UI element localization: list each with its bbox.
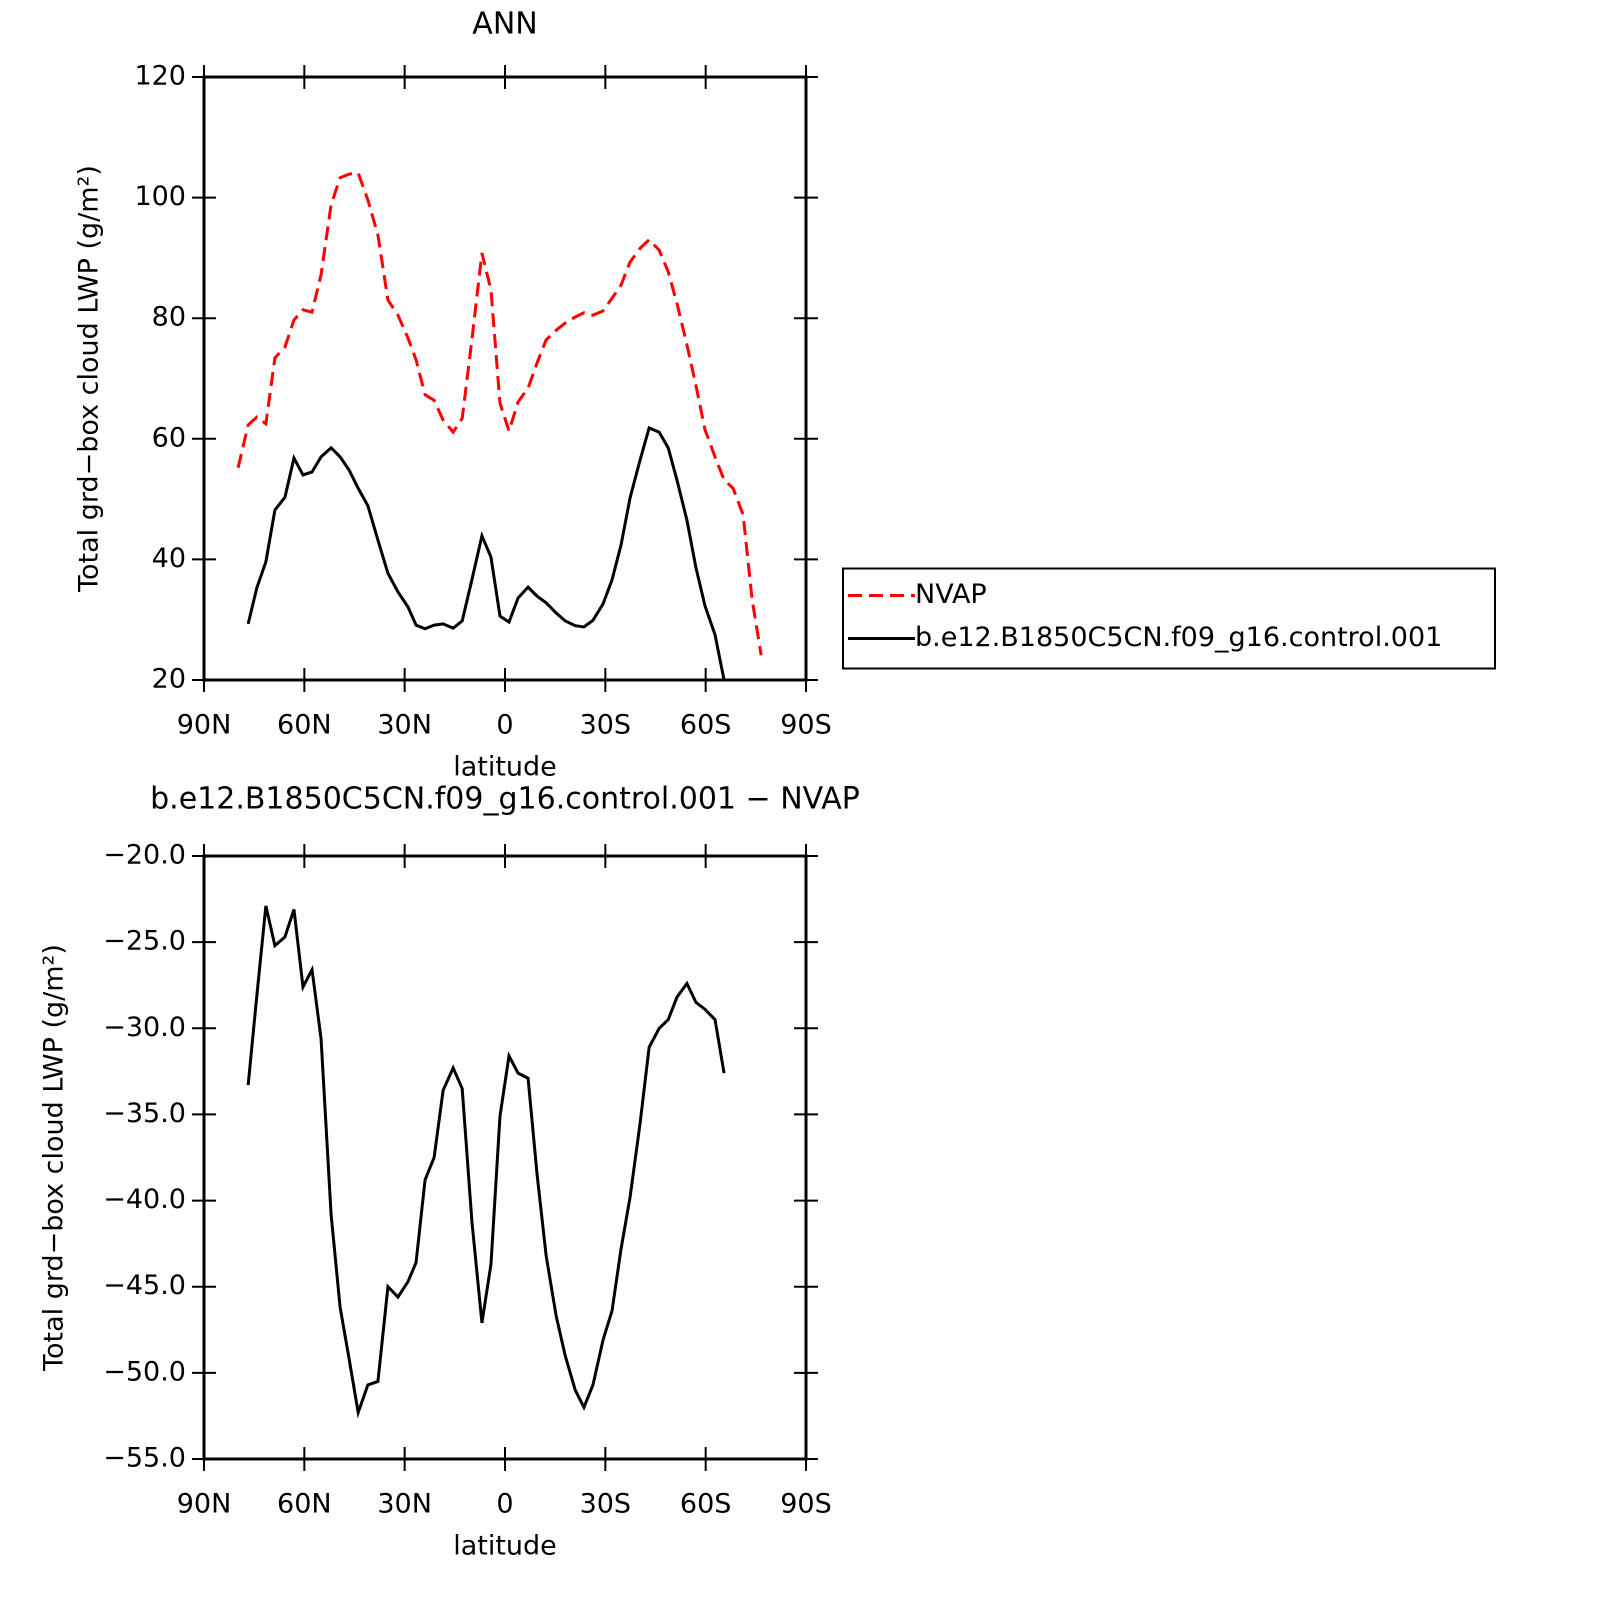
- x-tick-label: 60S: [680, 710, 732, 741]
- series-line: [246, 425, 726, 681]
- x-tick-label: 0: [496, 1489, 513, 1520]
- x-tick-label: 30S: [580, 1489, 632, 1520]
- y-tick-label: −30.0: [103, 1012, 186, 1043]
- y-tick-label: −35.0: [103, 1098, 186, 1129]
- x-tick-label: 60S: [680, 1489, 732, 1520]
- y-tick-label: −45.0: [103, 1270, 186, 1301]
- x-axis-label: latitude: [453, 1531, 557, 1562]
- legend-label: NVAP: [915, 579, 987, 610]
- plot-frame: [202, 75, 808, 682]
- plot-frame: [202, 854, 808, 1461]
- chart-title: b.e12.B1850C5CN.f09_g16.control.001 − NV…: [150, 782, 860, 817]
- y-axis-label: Total grd−box cloud LWP (g/m²): [39, 944, 70, 1372]
- y-tick-label: 40: [152, 543, 186, 574]
- y-tick-label: 120: [134, 61, 186, 92]
- x-tick-label: 0: [496, 710, 513, 741]
- y-tick-label: −40.0: [103, 1184, 186, 1215]
- chart-title: ANN: [472, 7, 537, 42]
- x-tick-label: 60N: [277, 710, 332, 741]
- x-tick-label: 90S: [780, 1489, 832, 1520]
- y-tick-label: 100: [134, 181, 186, 212]
- x-axis-label: latitude: [453, 752, 557, 783]
- y-tick-label: 80: [152, 302, 186, 333]
- x-tick-label: 90S: [780, 710, 832, 741]
- y-tick-label: 20: [152, 664, 186, 695]
- x-tick-label: 90N: [177, 1489, 232, 1520]
- y-axis-label: Total grd−box cloud LWP (g/m²): [74, 165, 105, 593]
- x-tick-label: 60N: [277, 1489, 332, 1520]
- y-tick-label: −25.0: [103, 926, 186, 957]
- legend-label: b.e12.B1850C5CN.f09_g16.control.001: [915, 622, 1442, 653]
- x-tick-label: 90N: [177, 710, 232, 741]
- legend-box: [842, 567, 1496, 670]
- series-line: [246, 905, 726, 1419]
- x-tick-label: 30N: [377, 710, 432, 741]
- x-tick-label: 30S: [580, 710, 632, 741]
- series-line: [236, 171, 763, 656]
- x-tick-label: 30N: [377, 1489, 432, 1520]
- y-tick-label: −50.0: [103, 1356, 186, 1387]
- y-tick-label: 60: [152, 422, 186, 453]
- y-tick-label: −55.0: [103, 1443, 186, 1474]
- y-tick-label: −20.0: [103, 840, 186, 871]
